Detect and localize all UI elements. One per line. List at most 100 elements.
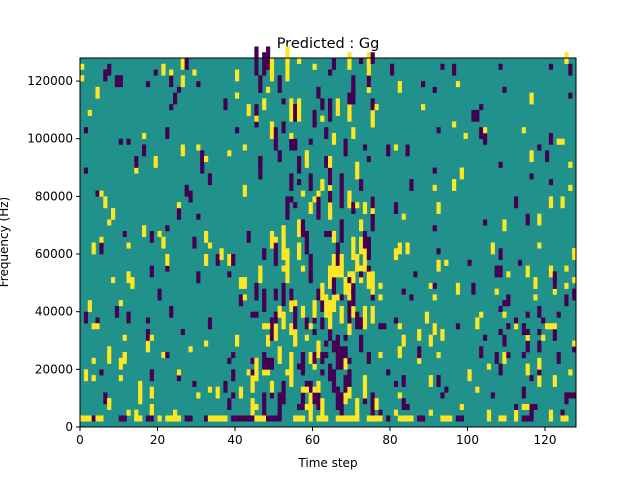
heatmap-cell: [277, 305, 282, 318]
heatmap-cell: [386, 144, 391, 157]
heatmap-cell: [83, 369, 89, 382]
heatmap-cell: [335, 386, 340, 393]
heatmap-cell: [289, 352, 294, 364]
heatmap-cell: [397, 415, 414, 422]
heatmap-cell: [200, 150, 205, 163]
heatmap-cell: [324, 294, 329, 318]
heatmap-cell: [490, 242, 495, 255]
heatmap-cell: [502, 219, 507, 232]
heatmap-cell: [316, 288, 321, 301]
heatmap-cell: [169, 305, 174, 318]
heatmap-cell: [99, 242, 104, 255]
heatmap-cell: [289, 288, 294, 301]
heatmap-cell: [355, 202, 360, 209]
heatmap-cell: [219, 248, 224, 261]
heatmap-cell: [304, 380, 309, 387]
heatmap-cell: [359, 236, 364, 255]
heatmap-cell: [463, 132, 468, 140]
heatmap-cell: [359, 179, 364, 191]
heatmap-cell: [196, 392, 201, 399]
heatmap-cell: [300, 190, 306, 197]
heatmap-cell: [254, 63, 259, 76]
heatmap-cell: [289, 132, 294, 140]
heatmap-cell: [91, 375, 96, 382]
heatmap-cell: [347, 300, 352, 324]
heatmap-cell: [316, 380, 321, 393]
heatmap-cell: [126, 409, 131, 416]
heatmap-cell: [541, 317, 546, 324]
heatmap-cell: [273, 317, 278, 341]
heatmap-cell: [269, 357, 275, 370]
heatmap-cell: [281, 121, 286, 134]
heatmap-cell: [525, 328, 530, 336]
x-tick-label: 0: [76, 433, 84, 447]
heatmap-cell: [204, 230, 209, 243]
heatmap-cell: [91, 323, 100, 330]
heatmap-cell: [421, 104, 426, 111]
heatmap-cell: [238, 294, 244, 307]
heatmap-cell: [304, 334, 309, 341]
heatmap-cell: [176, 369, 182, 376]
heatmap-cell: [308, 138, 313, 145]
heatmap-cell: [514, 409, 519, 422]
heatmap-cell: [452, 179, 457, 191]
heatmap-cell: [308, 386, 313, 405]
heatmap-cell: [455, 81, 461, 88]
heatmap-cell: [242, 277, 247, 289]
heatmap-cell: [514, 403, 519, 411]
heatmap-cell: [331, 58, 337, 70]
heatmap-cell: [351, 202, 356, 214]
heatmap-cell: [207, 415, 228, 422]
heatmap-cell: [483, 219, 488, 226]
heatmap-cell: [347, 277, 352, 284]
heatmap-cell: [475, 109, 480, 122]
heatmap-cell: [498, 161, 503, 168]
heatmap-cell: [153, 156, 158, 168]
heatmap-cell: [548, 63, 554, 70]
heatmap-cell: [293, 311, 298, 330]
heatmap-cell: [328, 156, 333, 168]
heatmap-cell: [525, 363, 530, 376]
heatmap-cell: [545, 150, 550, 163]
heatmap-cell: [514, 196, 519, 209]
heatmap-cell: [277, 403, 282, 416]
heatmap-cell: [351, 236, 356, 261]
heatmap-cell: [277, 150, 282, 163]
heatmap-cell: [308, 352, 313, 364]
heatmap-cell: [339, 190, 344, 209]
heatmap-cell: [250, 311, 259, 318]
x-tick-label: 20: [150, 433, 165, 447]
heatmap-cell: [572, 340, 577, 347]
heatmap-cell: [556, 311, 561, 318]
heatmap-cell: [506, 294, 511, 307]
heatmap-cell: [498, 415, 507, 422]
x-tick-label: 40: [227, 433, 242, 447]
heatmap-cell: [393, 144, 399, 151]
heatmap-cell: [246, 230, 251, 243]
heatmap-cell: [452, 63, 457, 76]
heatmap-cell: [118, 300, 123, 307]
heatmap-cell: [312, 109, 317, 128]
heatmap-cell: [397, 81, 402, 93]
heatmap-cell: [269, 230, 275, 249]
heatmap-cell: [467, 259, 472, 266]
heatmap-cell: [80, 75, 85, 82]
heatmap-cell: [370, 109, 375, 128]
heatmap-cell: [370, 271, 375, 289]
heatmap-cell: [572, 277, 577, 284]
heatmap-cell: [432, 167, 437, 174]
heatmap-cell: [370, 196, 375, 209]
heatmap-cell: [506, 352, 511, 359]
heatmap-cell: [176, 202, 182, 209]
heatmap-cell: [331, 340, 337, 353]
heatmap-cell: [269, 121, 275, 140]
heatmap-cell: [401, 288, 406, 295]
heatmap-cell: [548, 196, 554, 209]
heatmap-cell: [359, 58, 364, 65]
heatmap-cell: [223, 380, 228, 393]
heatmap-cell: [114, 75, 120, 88]
heatmap-cell: [393, 409, 399, 416]
heatmap-cell: [378, 294, 383, 301]
heatmap-cell: [107, 398, 112, 405]
heatmap-cell: [324, 230, 329, 238]
